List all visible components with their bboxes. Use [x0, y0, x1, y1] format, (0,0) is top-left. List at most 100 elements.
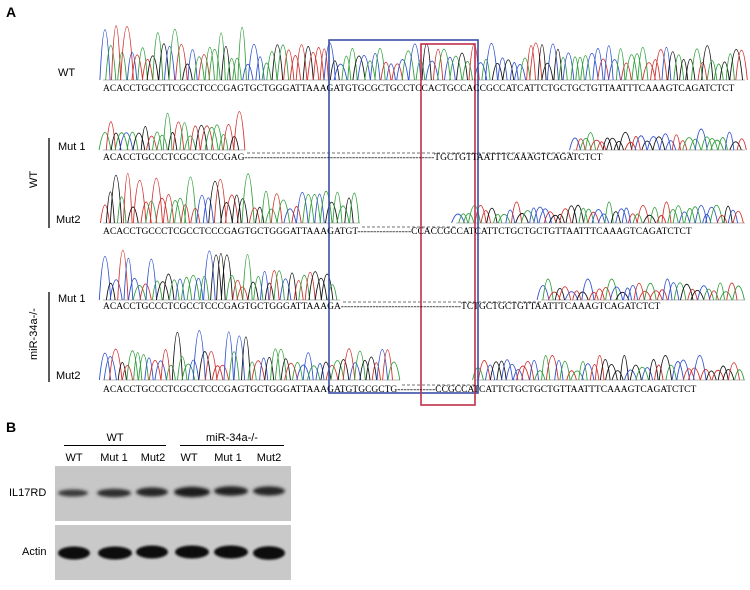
trace-peak — [119, 132, 134, 151]
trace-peak — [126, 131, 139, 151]
trace-peak — [697, 285, 711, 301]
trace-peak — [253, 276, 264, 301]
trace-peak — [295, 44, 308, 81]
trace-peak — [172, 121, 185, 151]
trace-peak — [701, 136, 713, 151]
trace-peak — [687, 288, 698, 301]
band-actin — [98, 546, 132, 560]
trace-peak — [296, 191, 309, 224]
trace-peak — [618, 131, 633, 151]
trace-peak — [735, 49, 748, 81]
trace-peak — [632, 213, 643, 224]
trace-peak — [226, 58, 237, 81]
group-header-ko: miR-34a-/- — [180, 428, 284, 446]
trace-peak — [231, 194, 242, 224]
trace-peak — [486, 207, 498, 224]
trace-peak — [302, 194, 315, 224]
trace-peak — [536, 285, 550, 301]
trace-peak — [654, 364, 664, 381]
trace-peak — [169, 200, 182, 224]
trace-peak — [648, 359, 659, 381]
trace-peak — [548, 291, 561, 301]
trace-peak — [247, 43, 261, 81]
trace-peak — [541, 355, 551, 381]
trace-peak — [589, 363, 600, 381]
trace-peak — [241, 336, 251, 381]
trace-peak — [216, 364, 230, 381]
blot-panel-il17rd — [55, 466, 291, 521]
trace-peak — [199, 276, 210, 301]
trace-peak — [387, 361, 401, 381]
trace-peak — [121, 365, 134, 381]
trace-peak — [146, 55, 159, 81]
lane-label: WT — [180, 452, 198, 464]
trace-peak — [329, 60, 340, 81]
highlight-box-inner — [420, 43, 476, 406]
sequence-wt: ACACCTGCCTTCGCCTCCCGAGTGCTGGGATTAAAGATGT… — [103, 84, 735, 94]
trace-peak — [114, 132, 129, 151]
trace-peak — [325, 364, 339, 381]
trace-peak — [155, 198, 169, 224]
trace-peak — [190, 125, 201, 151]
trace-peak — [727, 362, 740, 381]
trace-peak — [177, 356, 188, 381]
western-blot — [55, 466, 291, 580]
trace-peak — [541, 62, 554, 81]
trace-peak — [105, 45, 117, 81]
trace-peak — [662, 278, 673, 301]
trace-peak — [408, 43, 422, 81]
trace-peak — [505, 209, 516, 224]
trace-peak — [149, 177, 163, 224]
group-header-ko-label: miR-34a-/- — [206, 432, 258, 444]
trace-peak — [320, 361, 332, 381]
trace-peak — [204, 46, 215, 81]
trace-peak — [599, 358, 611, 381]
trace-peak — [164, 45, 176, 81]
trace-peak — [203, 250, 216, 301]
trace-peak — [576, 291, 589, 301]
trace-peak — [585, 53, 599, 81]
trace-peak — [451, 213, 465, 224]
trace-peak — [473, 62, 488, 81]
trace-peak — [337, 359, 350, 381]
trace-peak — [558, 57, 568, 81]
trace-peak — [347, 48, 358, 81]
trace-peak — [247, 281, 259, 301]
trace-peak — [175, 43, 188, 81]
trace-peak — [437, 48, 451, 81]
trace-peak — [578, 207, 589, 224]
trace-peak — [307, 365, 321, 381]
group-header-wt: WT — [64, 428, 166, 446]
lane-label: WT — [65, 452, 83, 464]
trace-peak — [202, 197, 214, 224]
trace-peak — [711, 369, 725, 381]
trace-peak — [685, 58, 696, 81]
trace-peak — [529, 42, 543, 81]
trace-peak — [644, 282, 657, 301]
trace-peak — [341, 55, 352, 81]
trace-peak — [699, 369, 712, 381]
trace-peak — [722, 369, 735, 381]
trace-peak — [304, 272, 316, 301]
trace-peak — [332, 191, 343, 224]
trace-peak — [131, 54, 144, 81]
blot-panel-actin — [55, 525, 291, 580]
trace-peak — [382, 349, 393, 381]
trace-peak — [496, 360, 507, 381]
trace-peak — [308, 271, 322, 301]
trace-peak — [175, 278, 185, 301]
trace-peak — [713, 63, 724, 81]
trace-peak — [224, 194, 239, 224]
trace-peak — [680, 283, 694, 301]
trace-peak — [241, 173, 255, 224]
trace-peak — [145, 258, 158, 301]
trace-peak — [485, 364, 496, 381]
trace-peak — [284, 362, 298, 381]
trace-peak — [220, 202, 233, 224]
trace-peak — [579, 137, 592, 151]
trace-peak — [155, 281, 170, 301]
trace-peak — [182, 63, 193, 81]
trace-peak — [462, 213, 475, 224]
trace-peak — [658, 355, 673, 381]
trace-peak — [220, 254, 233, 301]
